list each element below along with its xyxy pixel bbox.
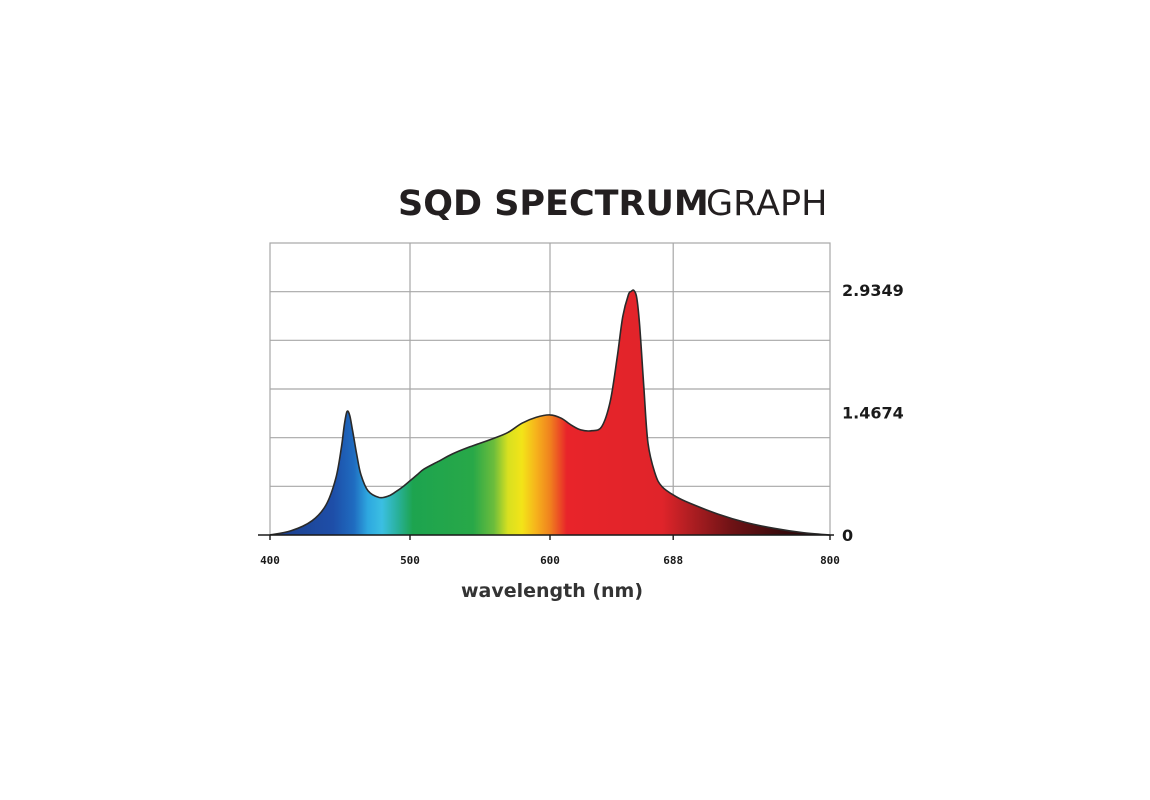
x-axis-ticks: 400 500 600 688 800 [260, 535, 840, 567]
x-tick-label: 600 [540, 554, 560, 567]
x-tick-label: 800 [820, 554, 840, 567]
spectrum-outline [269, 289, 831, 536]
y-axis-ticks: 2.9349 1.4674 0 [842, 281, 904, 545]
y-tick-label: 2.9349 [842, 281, 904, 300]
x-tick-label: 400 [260, 554, 280, 567]
chart-title-light: GRAPH [706, 184, 827, 224]
y-tick-label: 1.4674 [842, 404, 904, 423]
x-tick-label: 688 [663, 554, 683, 567]
spectrum-area [270, 290, 830, 535]
x-axis-label: wavelength (nm) [461, 580, 643, 602]
y-tick-label: 0 [842, 526, 853, 545]
x-tick-label: 500 [400, 554, 420, 567]
chart-title-bold: SQD SPECTRUM [398, 184, 709, 224]
